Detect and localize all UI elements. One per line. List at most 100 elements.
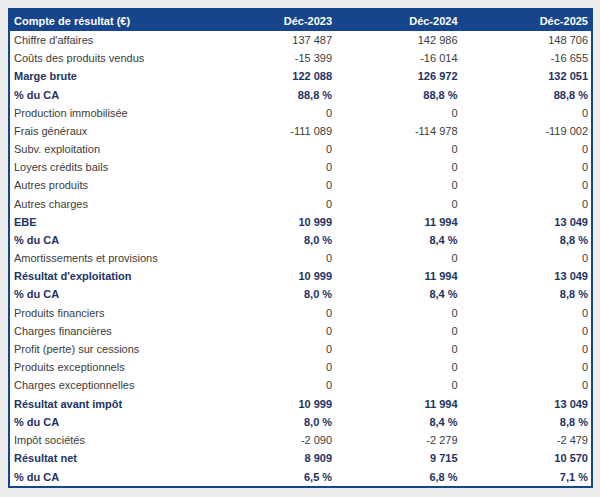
row-value: 11 994: [335, 267, 460, 285]
table-row: % du CA88,8 %88,8 %88,8 %: [9, 86, 592, 104]
row-value: 0: [200, 195, 335, 213]
row-value: 0: [461, 358, 592, 376]
row-value: 0: [335, 104, 460, 122]
table-row: Impôt sociétés-2 090-2 279-2 479: [9, 431, 592, 449]
row-value: 8,0 %: [200, 231, 335, 249]
row-label: % du CA: [9, 86, 200, 104]
row-label: Produits exceptionnels: [9, 358, 200, 376]
table-row: Marge brute122 088126 972132 051: [9, 67, 592, 85]
table-header-dec-2025: Déc-2025: [461, 9, 592, 31]
table-header-title: Compte de résultat (€): [9, 9, 200, 31]
row-label: % du CA: [9, 413, 200, 431]
row-label: % du CA: [9, 285, 200, 303]
table-row: % du CA6,5 %6,8 %7,1 %: [9, 467, 592, 487]
table-row: Coûts des produits vendus-15 399-16 014-…: [9, 49, 592, 67]
table-row: % du CA8,0 %8,4 %8,8 %: [9, 413, 592, 431]
row-value: -111 089: [200, 122, 335, 140]
row-value: 10 999: [200, 267, 335, 285]
table-row: Résultat d'exploitation10 99911 99413 04…: [9, 267, 592, 285]
row-label: Coûts des produits vendus: [9, 49, 200, 67]
row-value: 0: [335, 140, 460, 158]
row-value: 0: [200, 249, 335, 267]
row-label: Subv. exploitation: [9, 140, 200, 158]
table-header-row: Compte de résultat (€) Déc-2023 Déc-2024…: [9, 9, 592, 31]
row-value: 8,0 %: [200, 285, 335, 303]
row-value: 88,8 %: [461, 86, 592, 104]
row-value: 0: [335, 340, 460, 358]
row-value: 0: [461, 104, 592, 122]
table-row: EBE10 99911 99413 049: [9, 213, 592, 231]
table-row: Profit (perte) sur cessions000: [9, 340, 592, 358]
row-label: Résultat avant impôt: [9, 394, 200, 412]
row-label: Loyers crédits bails: [9, 158, 200, 176]
row-value: 148 706: [461, 31, 592, 49]
row-value: 122 088: [200, 67, 335, 85]
row-label: % du CA: [9, 231, 200, 249]
row-value: 0: [200, 140, 335, 158]
row-value: 0: [200, 358, 335, 376]
row-value: -114 978: [335, 122, 460, 140]
table-row: Amortissements et provisions000: [9, 249, 592, 267]
row-value: 8,8 %: [461, 231, 592, 249]
table-row: % du CA8,0 %8,4 %8,8 %: [9, 285, 592, 303]
income-statement-table: Compte de résultat (€) Déc-2023 Déc-2024…: [8, 8, 593, 488]
row-value: 13 049: [461, 267, 592, 285]
table-body: Chiffre d'affaires137 487142 986148 706C…: [9, 31, 592, 487]
row-value: 0: [335, 376, 460, 394]
row-value: 88,8 %: [335, 86, 460, 104]
row-value: -16 655: [461, 49, 592, 67]
row-label: Résultat d'exploitation: [9, 267, 200, 285]
row-value: 8,8 %: [461, 413, 592, 431]
row-value: 0: [200, 304, 335, 322]
row-label: Autres produits: [9, 176, 200, 194]
row-value: 10 999: [200, 394, 335, 412]
table-row: Produits financiers000: [9, 304, 592, 322]
row-value: 142 986: [335, 31, 460, 49]
table-row: Subv. exploitation000: [9, 140, 592, 158]
row-label: Résultat net: [9, 449, 200, 467]
row-label: Frais généraux: [9, 122, 200, 140]
row-value: -119 002: [461, 122, 592, 140]
row-value: 0: [335, 304, 460, 322]
row-value: 8,4 %: [335, 231, 460, 249]
row-label: Produits financiers: [9, 304, 200, 322]
row-value: 9 715: [335, 449, 460, 467]
row-value: 0: [200, 104, 335, 122]
row-value: 0: [335, 158, 460, 176]
table-row: % du CA8,0 %8,4 %8,8 %: [9, 231, 592, 249]
row-label: Chiffre d'affaires: [9, 31, 200, 49]
row-value: 0: [335, 322, 460, 340]
table-header-dec-2023: Déc-2023: [200, 9, 335, 31]
row-label: % du CA: [9, 467, 200, 487]
row-label: Charges exceptionnelles: [9, 376, 200, 394]
row-value: 0: [335, 195, 460, 213]
row-label: Autres charges: [9, 195, 200, 213]
row-label: Charges financières: [9, 322, 200, 340]
table-row: Résultat net8 9099 71510 570: [9, 449, 592, 467]
row-value: 0: [335, 176, 460, 194]
row-value: 0: [461, 158, 592, 176]
row-label: EBE: [9, 213, 200, 231]
row-value: 6,5 %: [200, 467, 335, 487]
table-row: Frais généraux-111 089-114 978-119 002: [9, 122, 592, 140]
table-row: Loyers crédits bails000: [9, 158, 592, 176]
table-row: Autres charges000: [9, 195, 592, 213]
table-header-dec-2024: Déc-2024: [335, 9, 460, 31]
row-value: -16 014: [335, 49, 460, 67]
row-label: Marge brute: [9, 67, 200, 85]
row-label: Amortissements et provisions: [9, 249, 200, 267]
table-row: Chiffre d'affaires137 487142 986148 706: [9, 31, 592, 49]
row-value: 0: [461, 249, 592, 267]
row-value: 0: [200, 158, 335, 176]
row-value: -15 399: [200, 49, 335, 67]
table-row: Charges financières000: [9, 322, 592, 340]
row-value: 0: [461, 304, 592, 322]
table-row: Production immobilisée000: [9, 104, 592, 122]
row-value: 13 049: [461, 394, 592, 412]
row-value: 0: [200, 340, 335, 358]
row-value: 6,8 %: [335, 467, 460, 487]
row-value: 10 999: [200, 213, 335, 231]
row-value: 10 570: [461, 449, 592, 467]
row-value: 11 994: [335, 213, 460, 231]
row-label: Profit (perte) sur cessions: [9, 340, 200, 358]
